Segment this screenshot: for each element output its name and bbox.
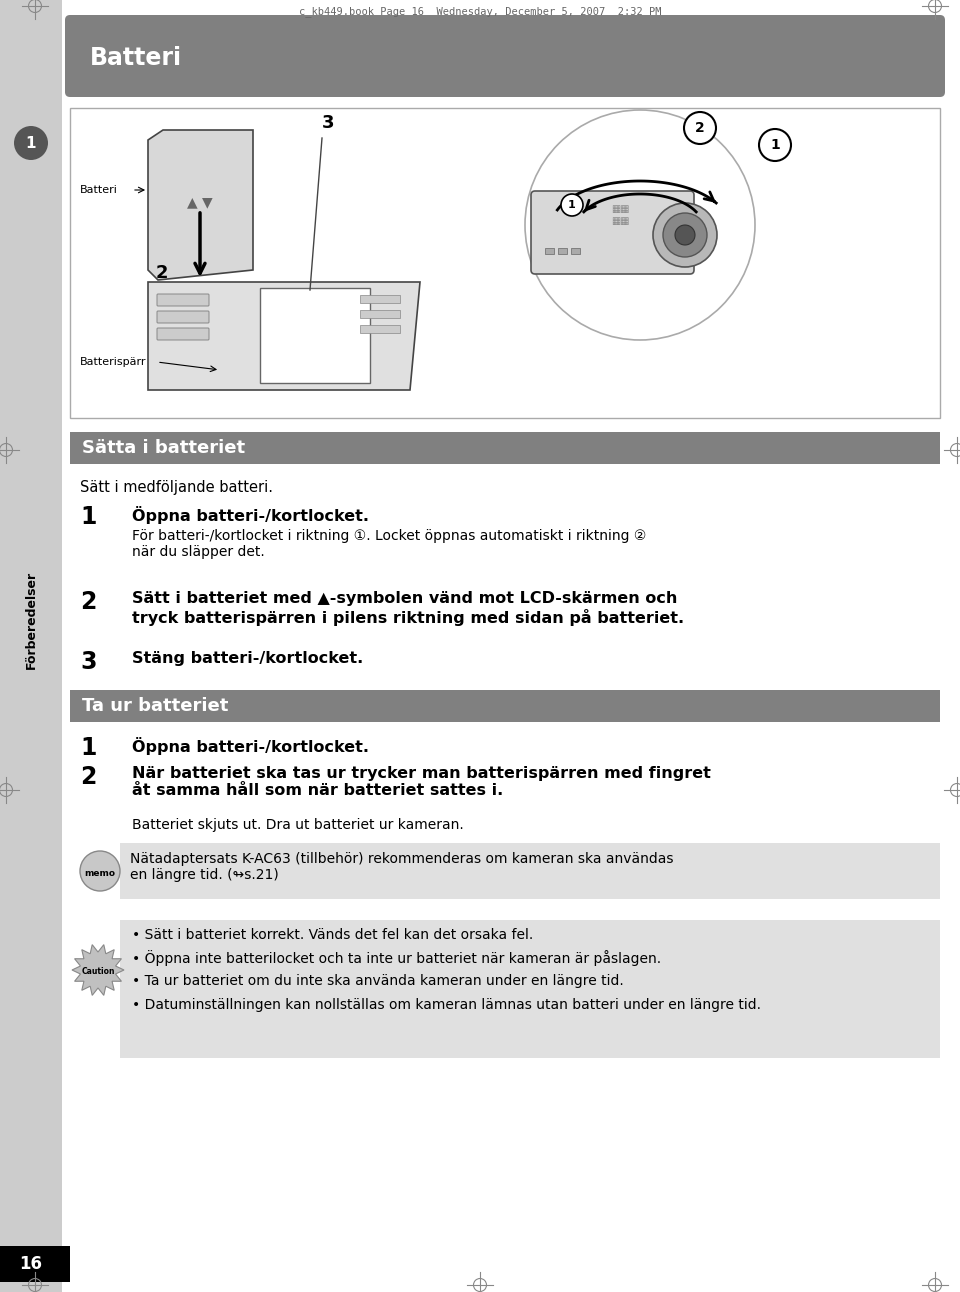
Bar — [70, 690, 940, 722]
Text: Förberedelser: Förberedelser — [25, 571, 37, 669]
Text: När batteriet ska tas ur trycker man batterispärren med fingret
åt samma håll so: När batteriet ska tas ur trycker man bat… — [132, 766, 710, 798]
Bar — [558, 248, 567, 255]
Text: 1: 1 — [80, 736, 96, 760]
Text: 1: 1 — [26, 136, 36, 150]
Circle shape — [675, 225, 695, 245]
FancyBboxPatch shape — [157, 311, 209, 323]
Text: Batteri: Batteri — [90, 47, 182, 70]
Bar — [120, 842, 940, 899]
Text: 1: 1 — [80, 505, 96, 528]
Text: 1: 1 — [568, 200, 576, 211]
Bar — [120, 920, 940, 1058]
Text: • Datuminställningen kan nollställas om kameran lämnas utan batteri under en län: • Datuminställningen kan nollställas om … — [132, 997, 761, 1012]
Polygon shape — [72, 944, 124, 995]
Circle shape — [663, 213, 707, 257]
Text: 3: 3 — [80, 650, 97, 674]
Text: Öppna batteri-/kortlocket.: Öppna batteri-/kortlocket. — [132, 506, 369, 525]
Circle shape — [653, 203, 717, 267]
FancyBboxPatch shape — [65, 16, 945, 97]
Text: 2: 2 — [695, 121, 705, 134]
Circle shape — [525, 110, 755, 340]
Text: ▲ ▼: ▲ ▼ — [187, 195, 213, 209]
Circle shape — [684, 112, 716, 143]
Bar — [70, 109, 940, 419]
Bar — [0, 0, 62, 1292]
Text: För batteri-/kortlocket i riktning ①. Locket öppnas automatiskt i riktning ②
när: För batteri-/kortlocket i riktning ①. Lo… — [132, 528, 646, 559]
Circle shape — [561, 194, 583, 216]
Text: Nätadaptersats K-AC63 (tillbehör) rekommenderas om kameran ska användas
en längr: Nätadaptersats K-AC63 (tillbehör) rekomm… — [130, 851, 674, 882]
Bar — [260, 288, 370, 382]
Text: Sätt i medföljande batteri.: Sätt i medföljande batteri. — [80, 481, 273, 495]
Text: 2: 2 — [80, 765, 96, 789]
Text: Batteri: Batteri — [80, 185, 118, 195]
Text: Ta ur batteriet: Ta ur batteriet — [82, 696, 228, 714]
Polygon shape — [148, 282, 420, 390]
Bar — [360, 310, 400, 318]
Text: Sätta i batteriet: Sätta i batteriet — [82, 439, 245, 457]
Text: • Öppna inte batterilocket och ta inte ur batteriet när kameran är påslagen.: • Öppna inte batterilocket och ta inte u… — [132, 950, 661, 966]
FancyBboxPatch shape — [157, 328, 209, 340]
Text: 2: 2 — [156, 264, 168, 282]
Bar — [571, 248, 580, 255]
Text: Öppna batteri-/kortlocket.: Öppna batteri-/kortlocket. — [132, 736, 369, 755]
Text: Batteriet skjuts ut. Dra ut batteriet ur kameran.: Batteriet skjuts ut. Dra ut batteriet ur… — [132, 818, 464, 832]
Text: • Sätt i batteriet korrekt. Vänds det fel kan det orsaka fel.: • Sätt i batteriet korrekt. Vänds det fe… — [132, 928, 533, 942]
Text: 3: 3 — [322, 114, 334, 132]
FancyBboxPatch shape — [157, 295, 209, 306]
Text: c_kb449.book Page 16  Wednesday, December 5, 2007  2:32 PM: c_kb449.book Page 16 Wednesday, December… — [299, 6, 661, 17]
Text: • Ta ur batteriet om du inte ska använda kameran under en längre tid.: • Ta ur batteriet om du inte ska använda… — [132, 974, 624, 988]
Text: 16: 16 — [19, 1255, 42, 1273]
Text: ▦▦
▦▦: ▦▦ ▦▦ — [611, 204, 629, 226]
Text: 1: 1 — [770, 138, 780, 152]
Bar — [360, 326, 400, 333]
Text: Stäng batteri-/kortlocket.: Stäng batteri-/kortlocket. — [132, 651, 363, 665]
Bar — [545, 248, 554, 255]
Text: memo: memo — [84, 868, 115, 877]
Text: Caution: Caution — [82, 968, 115, 977]
Text: Sätt i batteriet med ▲-symbolen vänd mot LCD-skärmen och
tryck batterispärren i : Sätt i batteriet med ▲-symbolen vänd mot… — [132, 590, 684, 625]
Bar — [70, 432, 940, 464]
Text: 2: 2 — [80, 590, 96, 614]
Polygon shape — [148, 130, 253, 280]
Circle shape — [80, 851, 120, 891]
Circle shape — [759, 129, 791, 162]
FancyBboxPatch shape — [531, 191, 694, 274]
Bar — [360, 295, 400, 304]
Bar — [0, 1245, 70, 1282]
Text: Batterispärr: Batterispärr — [80, 357, 147, 367]
Circle shape — [14, 127, 48, 160]
